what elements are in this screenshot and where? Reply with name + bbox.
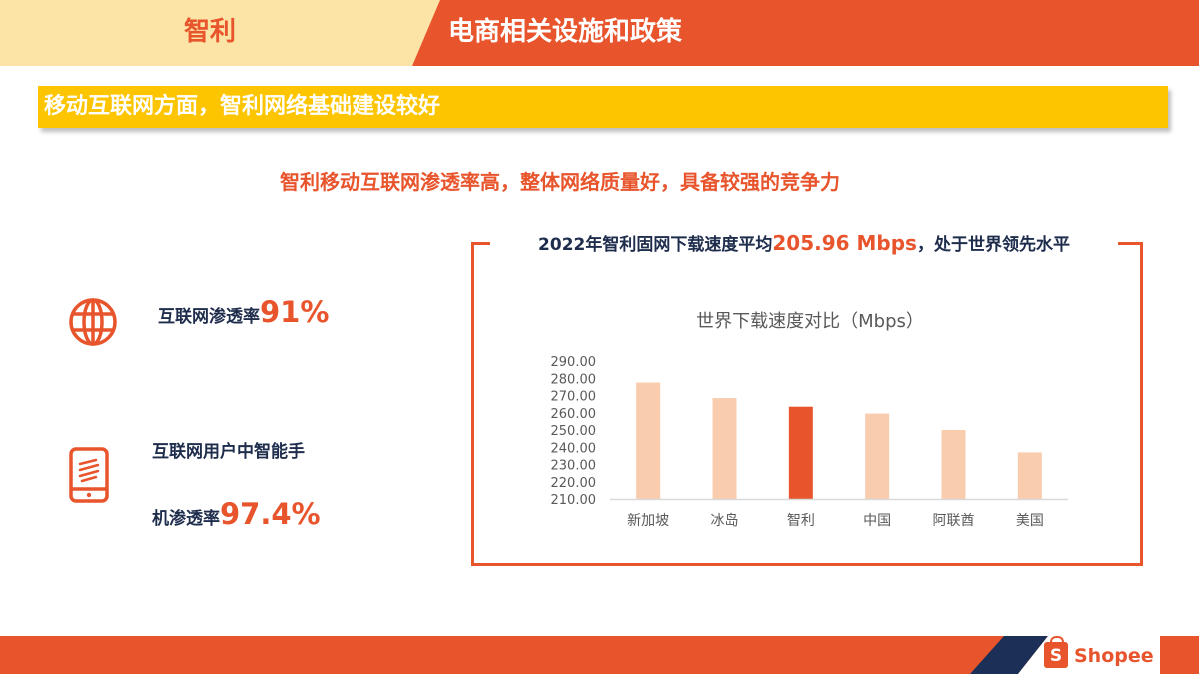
section-banner-text: 移动互联网方面，智利网络基础建设较好	[44, 94, 441, 119]
y-tick-label: 260.00	[551, 407, 597, 422]
y-tick-label: 270.00	[551, 390, 597, 405]
bar	[788, 406, 813, 499]
internet-penetration-value: 91%	[260, 295, 330, 329]
panel-title-suffix: ，处于世界领先水平	[916, 235, 1070, 255]
y-tick-label: 250.00	[551, 424, 597, 439]
x-tick-label: 智利	[787, 513, 815, 529]
footer-right-stripe	[1160, 636, 1199, 674]
subtitle: 智利移动互联网渗透率高，整体网络质量好，具备较强的竞争力	[280, 170, 840, 194]
section-banner: 移动互联网方面，智利网络基础建设较好	[38, 86, 1168, 128]
header-left-band	[0, 0, 460, 66]
smartphone-penetration: 机渗透率97.4%	[152, 500, 321, 533]
y-tick-label: 210.00	[551, 493, 597, 508]
bar	[712, 398, 737, 499]
shopee-bag-icon: S	[1044, 636, 1068, 668]
smartphone-penetration-value: 97.4%	[220, 497, 321, 531]
header-title: 电商相关设施和政策	[448, 17, 683, 47]
panel-title-prefix: 2022年智利固网下载速度平均	[538, 235, 773, 255]
globe-icon	[69, 298, 117, 346]
panel-title-highlight: 205.96 Mbps	[772, 231, 917, 255]
y-tick-label: 240.00	[551, 441, 597, 456]
internet-penetration-label: 互联网渗透率	[158, 307, 260, 327]
bar	[941, 430, 966, 499]
bar	[1017, 452, 1042, 499]
x-tick-label: 新加坡	[627, 513, 669, 529]
x-tick-label: 中国	[863, 513, 891, 529]
bar	[865, 413, 890, 499]
header-right-band	[412, 0, 1199, 66]
y-tick-label: 290.00	[551, 355, 597, 370]
internet-penetration: 互联网渗透率91%	[158, 298, 329, 331]
y-tick-label: 280.00	[551, 372, 597, 387]
download-speed-chart: 世界下载速度对比（Mbps） 290.00 280.00 270.00 260.00 2…	[551, 311, 1068, 529]
smartphone-icon	[69, 447, 109, 503]
smartphone-penetration-line2: 机渗透率	[152, 509, 220, 529]
chart-title: 世界下载速度对比（Mbps）	[696, 311, 924, 332]
panel-title: 2022年智利固网下载速度平均205.96 Mbps，处于世界领先水平	[490, 228, 1118, 258]
x-tick-label: 阿联酋	[933, 512, 975, 529]
header-country: 智利	[183, 17, 236, 47]
shopee-logo-text: Shopee	[1074, 645, 1154, 667]
x-tick-label: 美国	[1016, 513, 1044, 529]
y-tick-label: 230.00	[551, 459, 597, 474]
smartphone-penetration-line1: 互联网用户中智能手	[152, 442, 305, 462]
y-tick-label: 220.00	[551, 476, 597, 491]
bar	[636, 382, 661, 499]
x-tick-label: 冰岛	[711, 513, 739, 529]
